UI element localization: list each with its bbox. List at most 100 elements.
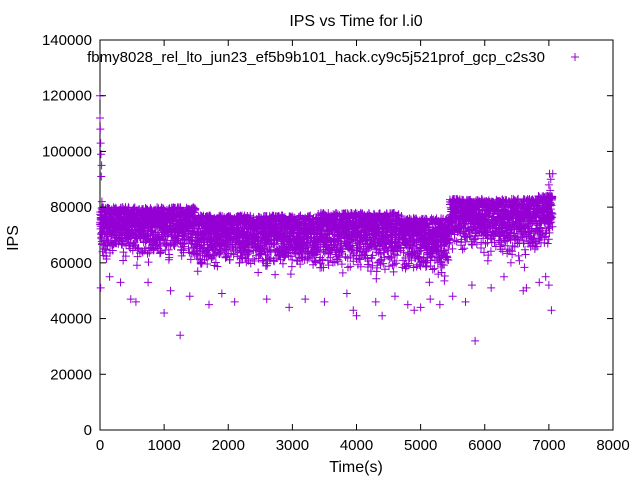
data-point (265, 255, 274, 264)
data-point (193, 267, 202, 276)
data-point (547, 306, 556, 315)
data-point (481, 239, 490, 248)
y-tick-label: 60000 (50, 255, 92, 272)
data-point (356, 255, 365, 264)
data-point (425, 278, 434, 287)
data-point (548, 169, 557, 178)
data-point (211, 258, 220, 267)
data-point (245, 249, 254, 258)
data-point (333, 257, 342, 266)
legend-marker (571, 53, 579, 61)
data-point (342, 289, 351, 298)
data-point (403, 300, 412, 309)
data-point (472, 240, 481, 249)
data-point (368, 261, 377, 270)
data-point (426, 295, 435, 304)
data-point (379, 259, 388, 268)
data-point (390, 292, 399, 301)
data-point (286, 270, 295, 279)
data-point (180, 242, 189, 251)
data-point (176, 331, 185, 340)
data-point (165, 253, 174, 262)
data-point (213, 262, 222, 271)
data-point (430, 264, 439, 273)
x-tick-label: 8000 (596, 437, 629, 454)
data-point (490, 238, 499, 247)
data-point (387, 253, 396, 262)
data-point (131, 297, 140, 306)
data-point (506, 258, 515, 267)
data-point (544, 281, 553, 290)
data-point (134, 243, 143, 252)
data-point (278, 259, 287, 268)
data-point (428, 265, 437, 274)
data-point (501, 237, 510, 246)
data-point (149, 245, 158, 254)
data-point (389, 267, 398, 276)
x-tick-label: 2000 (212, 437, 245, 454)
data-point (184, 244, 193, 253)
data-point (105, 272, 114, 281)
data-point (116, 278, 125, 287)
data-point (458, 245, 467, 254)
data-point (397, 212, 406, 221)
data-point (311, 257, 320, 266)
data-point (263, 261, 272, 270)
data-point (510, 231, 519, 240)
data-point (96, 283, 105, 292)
data-point (444, 256, 453, 265)
data-point (387, 252, 396, 261)
data-point (191, 204, 200, 213)
data-point (346, 262, 355, 271)
data-point (392, 259, 401, 268)
data-point (508, 250, 517, 259)
data-point (242, 258, 251, 267)
data-point (324, 261, 333, 270)
data-point (337, 260, 346, 269)
data-point (398, 234, 407, 243)
data-point (96, 114, 104, 122)
data-point (416, 303, 425, 312)
data-point (133, 245, 142, 254)
data-point (98, 239, 107, 248)
data-point (254, 268, 263, 277)
data-point (102, 245, 111, 254)
data-point (328, 258, 337, 267)
data-point (371, 297, 380, 306)
data-point (498, 247, 507, 256)
data-point (390, 260, 399, 269)
x-tick-label: 7000 (532, 437, 565, 454)
y-tick-label: 140000 (42, 32, 92, 49)
data-point (520, 263, 529, 272)
data-point (97, 172, 106, 181)
data-point (487, 283, 496, 292)
data-point (363, 260, 372, 269)
data-point (166, 286, 175, 295)
data-point (338, 268, 347, 277)
data-point (177, 251, 186, 260)
data-point (144, 258, 153, 267)
data-point (434, 270, 443, 279)
data-point (544, 180, 553, 189)
data-point (467, 281, 476, 290)
data-point (262, 295, 271, 304)
data-point (544, 235, 553, 244)
data-point (270, 240, 279, 249)
data-point (119, 256, 128, 265)
data-point (205, 300, 214, 309)
data-point (380, 265, 389, 274)
data-point (258, 256, 267, 265)
data-point (217, 289, 226, 298)
data-point (520, 245, 529, 254)
y-tick-label: 120000 (42, 88, 92, 105)
data-point (285, 303, 294, 312)
data-point (515, 256, 524, 265)
data-point (546, 214, 555, 223)
data-point (546, 186, 555, 195)
x-axis-title: Time(s) (329, 459, 383, 476)
data-point (440, 271, 449, 280)
data-point (271, 270, 280, 279)
data-point (97, 161, 106, 170)
data-point (530, 234, 539, 243)
data-point (126, 295, 135, 304)
